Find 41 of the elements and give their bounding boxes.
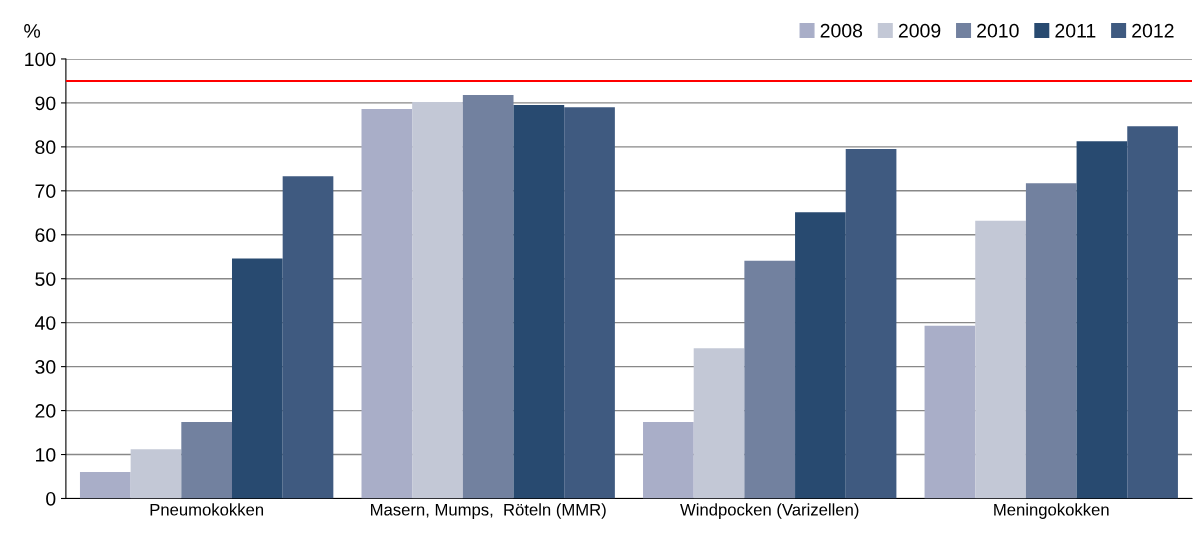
bar (231, 258, 283, 499)
bar (181, 422, 232, 499)
x-tick-label: Windpocken (Varizellen) (680, 503, 859, 519)
y-tick-label: 0 (46, 491, 56, 506)
bar (1127, 126, 1178, 499)
legend-label: 2011 (1055, 23, 1096, 38)
y-tick-label: 20 (35, 404, 56, 418)
bar (1076, 141, 1128, 499)
bar (513, 105, 565, 499)
bar (282, 176, 334, 499)
y-axis-title: % (24, 24, 41, 38)
bar (361, 109, 413, 499)
legend-label: 2008 (820, 23, 863, 38)
bar (1025, 183, 1077, 499)
bar (693, 348, 745, 499)
y-tick-label: 60 (35, 228, 56, 242)
bar (412, 102, 463, 499)
bar (845, 149, 897, 499)
bar (462, 95, 514, 499)
bar (564, 107, 615, 499)
bar (924, 325, 976, 499)
y-tick-label: 50 (35, 272, 56, 286)
legend-label: 2009 (898, 23, 941, 38)
y-tick-label: 100 (25, 52, 56, 67)
y-tick-label: 80 (35, 140, 56, 155)
bar (975, 220, 1026, 499)
y-tick-label: 40 (34, 316, 56, 330)
x-tick-label: Meningokokken (994, 503, 1109, 519)
y-tick-label: 90 (35, 96, 56, 111)
bar (744, 260, 796, 499)
x-tick-label: Pneumokokken (150, 503, 264, 516)
bar (130, 449, 182, 499)
y-tick-label: 10 (36, 448, 56, 462)
bar (79, 472, 131, 499)
y-tick-label: 70 (35, 184, 56, 199)
x-tick-label: Masern, Mumps, Röteln (MMR) (371, 503, 606, 519)
legend-label: 2012 (1132, 23, 1174, 38)
legend-label: 2010 (977, 23, 1019, 38)
y-tick-label: 30 (35, 360, 56, 374)
bar (643, 422, 694, 499)
bar (795, 212, 846, 499)
